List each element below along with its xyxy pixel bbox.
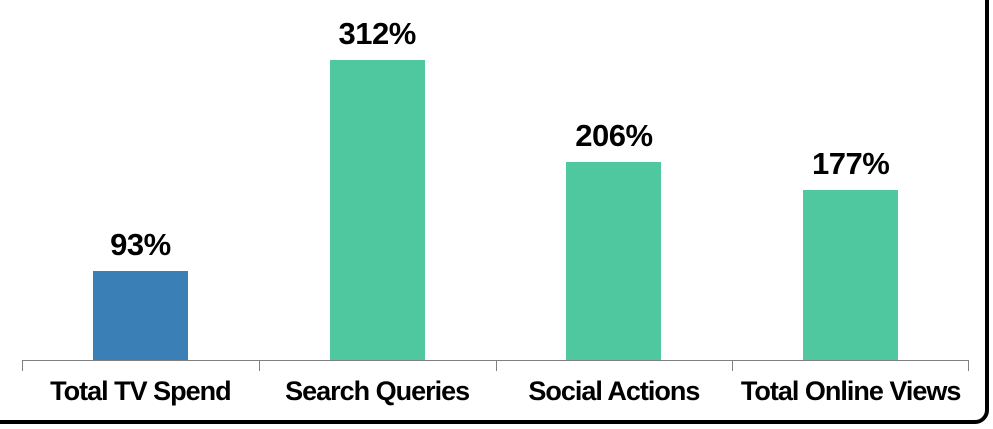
bar-chart: 93% 312% 206% 177% Total TV Spend Search Que… [22, 0, 969, 407]
bar-total-tv-spend [92, 271, 188, 360]
axis-tick [732, 361, 734, 371]
bar-column-total-tv-spend: 93% [22, 0, 259, 360]
category-label-search-queries: Search Queries [285, 376, 470, 406]
category-label-social-actions: Social Actions [528, 376, 700, 406]
bar-column-social-actions: 206% [496, 0, 733, 360]
bar-total-online-views [803, 190, 899, 360]
bar-social-actions [566, 162, 662, 360]
x-axis-ticks [22, 361, 969, 371]
category-label-total-tv-spend: Total TV Spend [50, 376, 231, 406]
axis-tick [258, 361, 260, 371]
bar-column-total-online-views: 177% [732, 0, 969, 360]
axis-tick [968, 361, 969, 371]
value-label-total-online-views: 177% [811, 146, 890, 182]
value-label-social-actions: 206% [575, 118, 653, 154]
category-axis-labels: Total TV Spend Search Queries Social Actio… [22, 376, 969, 407]
plot-area: 93% 312% 206% 177% [22, 0, 969, 361]
bar-column-search-queries: 312% [259, 0, 496, 360]
axis-tick [22, 361, 23, 371]
value-label-search-queries: 312% [338, 16, 416, 52]
value-label-total-tv-spend: 93% [110, 227, 171, 263]
axis-tick [495, 361, 497, 371]
category-label-total-online-views: Total Online Views [740, 376, 962, 406]
bar-search-queries [329, 60, 425, 360]
